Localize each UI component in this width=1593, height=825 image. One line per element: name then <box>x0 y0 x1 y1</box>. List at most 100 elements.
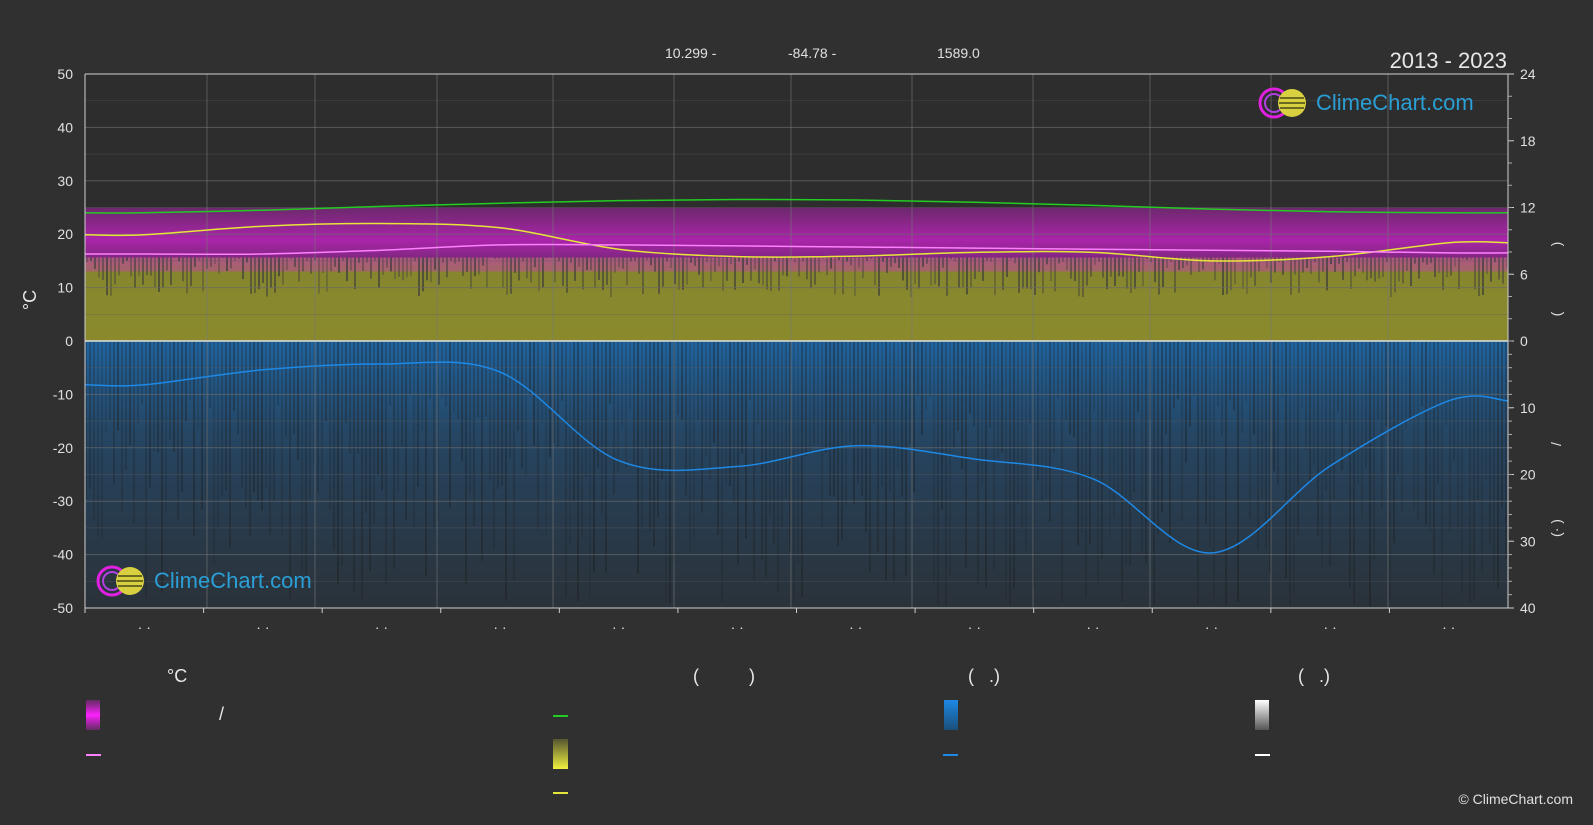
precip-texture <box>1289 341 1291 605</box>
precip-texture <box>1165 341 1167 435</box>
precip-texture <box>373 341 375 525</box>
sunshine-texture <box>758 257 760 284</box>
sunshine-texture <box>1354 257 1356 277</box>
precip-texture <box>1277 341 1279 485</box>
sunshine-texture <box>1434 257 1436 278</box>
sunshine-texture <box>1198 257 1200 273</box>
right-tick-label-sunshine: 0 <box>1520 333 1528 349</box>
precip-texture <box>1253 341 1255 435</box>
precip-texture <box>229 341 231 548</box>
legend-swatch-snow <box>1255 700 1269 730</box>
sunshine-texture <box>694 257 696 266</box>
sunshine-texture <box>1282 257 1284 275</box>
precip-texture <box>1001 341 1003 453</box>
sunshine-texture <box>1450 257 1452 276</box>
precip-texture <box>233 341 235 411</box>
sunshine-texture <box>1458 257 1460 290</box>
sunshine-texture <box>938 257 940 287</box>
sunshine-texture <box>166 257 168 271</box>
precip-texture <box>777 341 779 592</box>
precip-texture <box>1185 341 1187 463</box>
precip-texture <box>1381 341 1383 508</box>
sunshine-texture <box>1098 257 1100 262</box>
precip-texture <box>109 341 111 421</box>
sunshine-texture <box>942 257 944 268</box>
precip-texture <box>1225 341 1227 606</box>
sunshine-texture <box>554 257 556 283</box>
sunshine-texture <box>106 257 108 296</box>
sunshine-texture <box>566 257 568 293</box>
sunshine-texture <box>466 257 468 272</box>
sunshine-texture <box>114 257 116 285</box>
precip-texture <box>1441 341 1443 607</box>
sunshine-texture <box>422 257 424 292</box>
precip-texture <box>265 341 267 489</box>
precip-texture <box>601 341 603 515</box>
precip-texture <box>209 341 211 409</box>
sunshine-texture <box>1474 257 1476 290</box>
precip-texture <box>133 341 135 524</box>
sunshine-texture <box>478 257 480 275</box>
sunshine-texture <box>918 257 920 289</box>
precip-texture <box>1425 341 1427 525</box>
sunshine-texture <box>1362 257 1364 273</box>
precip-texture <box>701 341 703 513</box>
precip-texture <box>985 341 987 588</box>
sunshine-texture <box>310 257 312 274</box>
sunshine-texture <box>130 257 132 277</box>
precip-texture <box>437 341 439 522</box>
sunshine-texture <box>98 257 100 278</box>
precip-texture <box>253 341 255 493</box>
precip-texture <box>225 341 227 491</box>
precip-texture <box>345 341 347 424</box>
sunshine-texture <box>1182 257 1184 268</box>
precip-texture <box>653 341 655 547</box>
precip-texture <box>401 341 403 447</box>
precip-texture <box>1453 341 1455 461</box>
precip-texture <box>293 341 295 434</box>
precip-texture <box>697 341 699 421</box>
precip-texture <box>1293 341 1295 594</box>
sunshine-texture <box>946 257 948 296</box>
precip-texture <box>445 341 447 407</box>
sunshine-texture <box>1034 257 1036 295</box>
sunshine-texture <box>442 257 444 263</box>
precip-texture <box>753 341 755 579</box>
precip-texture <box>461 341 463 462</box>
sunshine-texture <box>670 257 672 269</box>
precip-texture <box>1477 341 1479 501</box>
right-tick-label-sunshine: 24 <box>1520 66 1536 82</box>
sunshine-texture <box>1170 257 1172 263</box>
sunshine-texture <box>842 257 844 295</box>
precip-texture <box>489 341 491 480</box>
sunshine-texture <box>742 257 744 284</box>
precip-texture <box>1373 341 1375 560</box>
sunshine-texture <box>886 257 888 273</box>
precip-texture <box>1265 341 1267 547</box>
sunshine-texture <box>562 257 564 286</box>
precip-texture <box>989 341 991 428</box>
precip-texture <box>153 341 155 451</box>
sunshine-texture <box>858 257 860 268</box>
sunshine-texture <box>818 257 820 273</box>
sunshine-texture <box>338 257 340 273</box>
precip-texture <box>497 341 499 490</box>
sunshine-texture <box>1086 257 1088 286</box>
precip-texture <box>1349 341 1351 589</box>
sunshine-texture <box>374 257 376 262</box>
grid <box>85 73 1508 609</box>
precip-texture <box>429 341 431 399</box>
precip-texture <box>217 341 219 528</box>
sunshine-texture <box>774 257 776 262</box>
precip-texture <box>929 341 931 397</box>
sunshine-texture <box>1018 257 1020 293</box>
sunshine-texture <box>326 257 328 292</box>
sunshine-texture <box>334 257 336 267</box>
sunshine-texture <box>574 257 576 281</box>
precip-texture <box>869 341 871 572</box>
precip-texture <box>837 341 839 547</box>
legend-header-precipitation: ( .) <box>968 666 1000 686</box>
precip-texture <box>1133 341 1135 492</box>
sunshine-texture <box>518 257 520 281</box>
precip-texture <box>1197 341 1199 604</box>
